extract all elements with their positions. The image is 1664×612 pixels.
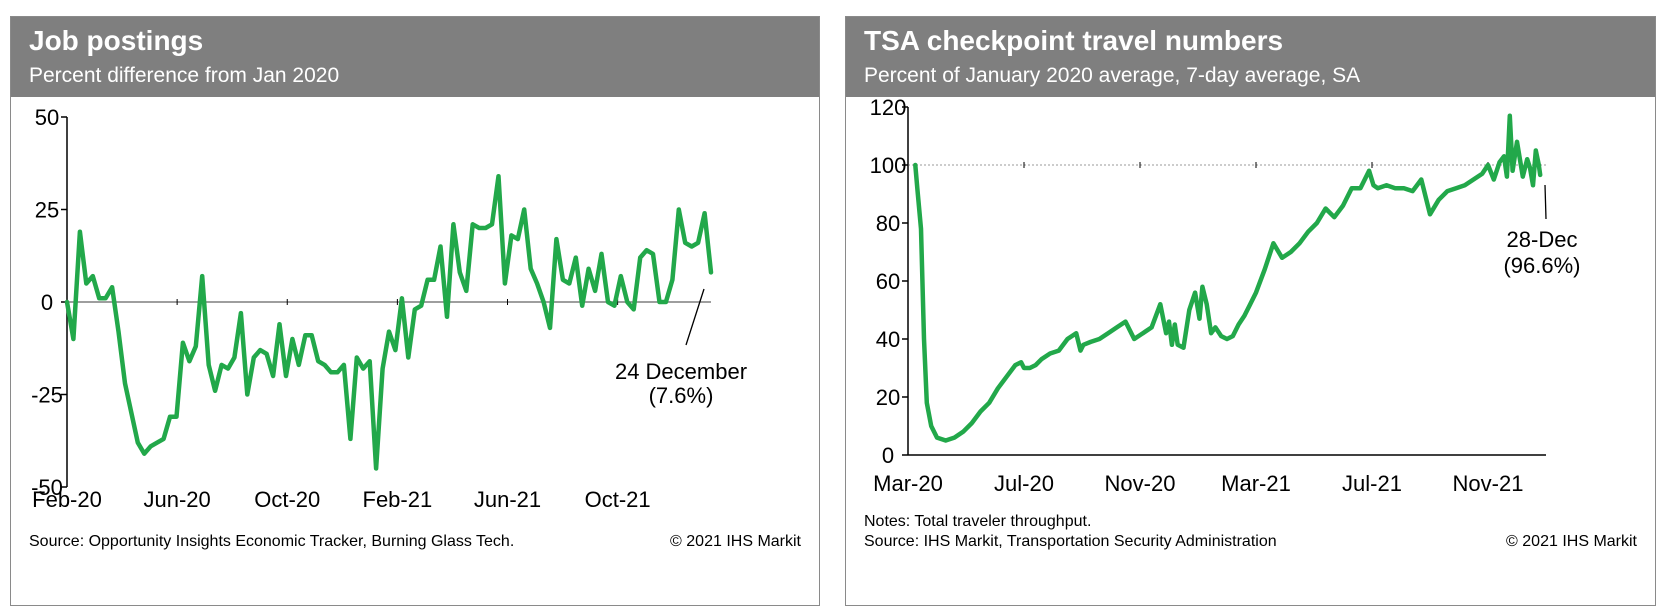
x-tick-label: Jul-20 xyxy=(994,471,1054,496)
job-postings-panel: Job postings Percent difference from Jan… xyxy=(10,16,820,606)
x-tick-label: Nov-21 xyxy=(1453,471,1524,496)
axes-group xyxy=(902,106,1546,456)
x-tick-label: Oct-20 xyxy=(254,487,320,507)
y-tick-label: 25 xyxy=(35,198,59,223)
tick-labels-group: 0 20 40 60 80 100 120 Mar-20 Jul-20 Nov-20 Mar-21 J… xyxy=(870,97,1524,496)
y-tick-label: -25 xyxy=(31,383,63,408)
x-tick-label: Mar-21 xyxy=(1221,471,1291,496)
x-tick-label: Feb-21 xyxy=(363,487,433,507)
chart-title: TSA checkpoint travel numbers xyxy=(864,25,1284,56)
x-tick-label: Mar-20 xyxy=(873,471,943,496)
y-tick-label: 100 xyxy=(870,153,907,178)
y-tick-label: 60 xyxy=(876,269,900,294)
tsa-travel-panel: TSA checkpoint travel numbers Percent of… xyxy=(845,16,1656,606)
y-tick-label: -50 xyxy=(31,475,63,500)
annotation-value: (96.6%) xyxy=(1503,253,1580,278)
y-tick-label: 0 xyxy=(41,290,53,315)
x-tick-label: Jul-21 xyxy=(1342,471,1402,496)
job-postings-plot: -50 -25 0 25 50 Feb-20 Jun-20 Oct-20 Feb-21 Jun-2… xyxy=(31,105,747,507)
y-tick-label: 50 xyxy=(35,105,59,130)
annotation-leader-line xyxy=(685,288,705,346)
x-tick-label: Nov-20 xyxy=(1105,471,1176,496)
x-tick-label: Oct-21 xyxy=(585,487,651,507)
x-tick-label: Jun-20 xyxy=(143,487,210,507)
chart-subtitle: Percent difference from Jan 2020 xyxy=(29,64,340,87)
annotation-leader-line xyxy=(1544,184,1547,220)
tsa-travel-header: TSA checkpoint travel numbers Percent of… xyxy=(846,17,1655,97)
copyright-note: © 2021 IHS Markit xyxy=(670,533,801,550)
y-tick-label: 120 xyxy=(870,97,907,120)
source-note: Source: Opportunity Insights Economic Tr… xyxy=(29,533,515,550)
annotation-date: 24 December xyxy=(615,359,747,384)
chart-subtitle: Percent of January 2020 average, 7-day a… xyxy=(864,64,1361,87)
tsa-travel-series-line xyxy=(913,113,1543,443)
notes-text: Notes: Total traveler throughput. xyxy=(864,513,1092,530)
chart-title: Job postings xyxy=(29,25,204,56)
y-tick-label: 20 xyxy=(876,385,900,410)
x-tick-label: Feb-20 xyxy=(32,487,102,507)
job-postings-series-line xyxy=(64,173,714,471)
job-postings-header: Job postings Percent difference from Jan… xyxy=(11,17,819,97)
tsa-travel-plot: 0 20 40 60 80 100 120 Mar-20 Jul-20 Nov-20 Mar-21 J… xyxy=(870,97,1581,496)
y-tick-label: 80 xyxy=(876,211,900,236)
source-note: Source: IHS Markit, Transportation Secur… xyxy=(864,533,1277,550)
annotation-value: (7.6%) xyxy=(649,383,714,408)
x-tick-label: Jun-21 xyxy=(474,487,541,507)
y-tick-label: 0 xyxy=(882,443,894,468)
tick-labels-group: -50 -25 0 25 50 Feb-20 Jun-20 Oct-20 Feb-21 Jun-2… xyxy=(31,105,651,507)
y-tick-label: 40 xyxy=(876,327,900,352)
copyright-note: © 2021 IHS Markit xyxy=(1506,533,1637,550)
annotation-date: 28-Dec xyxy=(1507,227,1578,252)
